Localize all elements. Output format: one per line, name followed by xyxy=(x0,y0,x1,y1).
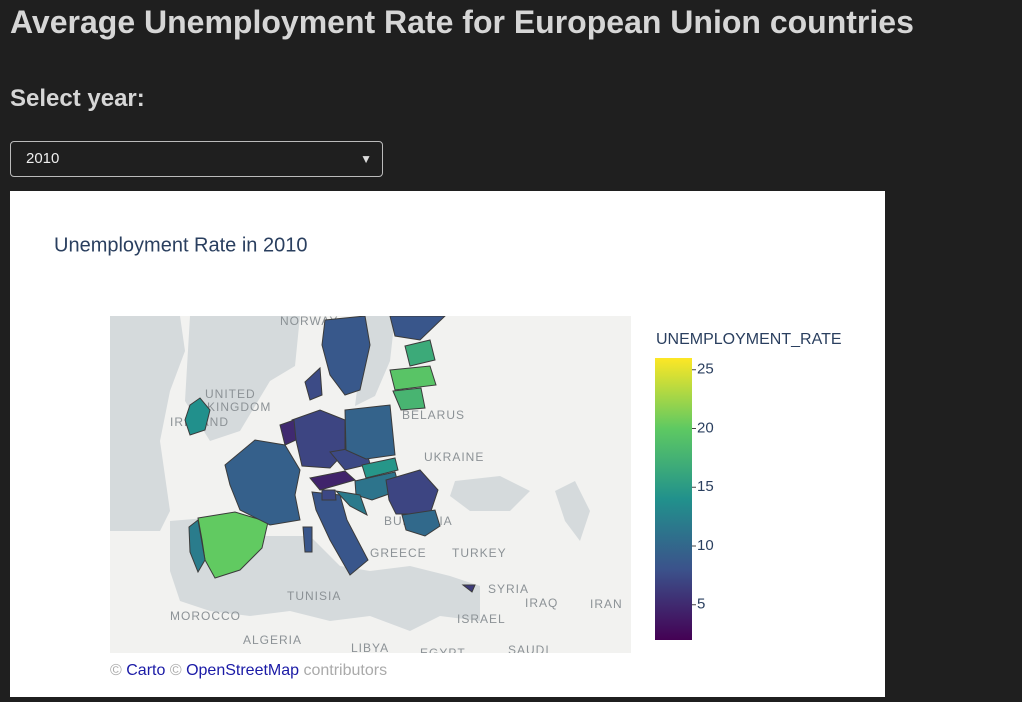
colorbar-tick-label: 15 xyxy=(697,478,714,495)
attribution-link[interactable]: OpenStreetMap xyxy=(186,662,299,679)
basemap-label: LIBYA xyxy=(351,641,389,655)
basemap-label: UKRAINE xyxy=(424,450,484,464)
region xyxy=(461,584,476,593)
colorbar-tick-label: 25 xyxy=(697,361,714,378)
basemap-label: KINGDOM xyxy=(207,400,271,414)
control-label: Select year: xyxy=(10,85,145,112)
chart: Unemployment Rate in 2010 NORWAY UNITEDKI… xyxy=(54,234,842,679)
region xyxy=(188,519,206,574)
basemap-label: NORWAY xyxy=(280,314,338,328)
attribution-text: © xyxy=(110,662,122,679)
region xyxy=(304,366,323,401)
region xyxy=(344,404,396,460)
attribution: © Carto © OpenStreetMap contributors xyxy=(110,662,387,679)
attribution-text: contributors xyxy=(303,662,387,679)
region xyxy=(321,316,371,396)
sea xyxy=(110,316,185,531)
colorbar-tick-label: 5 xyxy=(697,596,705,613)
colorbar-title: UNEMPLOYMENT_RATE xyxy=(656,331,842,348)
region xyxy=(309,470,357,491)
region xyxy=(361,457,399,479)
dropdown-arrow: ▼ xyxy=(360,152,372,166)
basemap-label: ALGERIA xyxy=(243,633,302,647)
map: NORWAYUNITEDKINGDOMIRELANDBELARUSPOLANDU… xyxy=(110,314,631,660)
region xyxy=(334,490,368,517)
region xyxy=(224,439,301,526)
basemap-label: EGYPT xyxy=(420,646,466,660)
region xyxy=(321,489,337,501)
page-title: Average Unemployment Rate for European U… xyxy=(10,4,914,40)
basemap-label: TURKEY xyxy=(452,546,507,560)
basemap-label: TUNISIA xyxy=(287,589,341,603)
basemap-label: SYRIA xyxy=(488,582,529,596)
chart-title: Unemployment Rate in 2010 xyxy=(54,234,307,256)
basemap-label: SAUDI xyxy=(508,643,550,657)
sea xyxy=(555,481,590,541)
region xyxy=(389,365,437,391)
attribution-text: © xyxy=(170,662,182,679)
basemap-label: IRAN xyxy=(590,597,623,611)
basemap-label: BELARUS xyxy=(402,408,465,422)
region xyxy=(389,316,446,341)
region xyxy=(184,397,211,436)
sea xyxy=(185,316,300,441)
basemap-label: GREECE xyxy=(370,546,427,560)
basemap-label: UNITED xyxy=(205,387,256,401)
region xyxy=(311,491,369,576)
region xyxy=(404,339,436,367)
year-dropdown[interactable]: 2010 ▼ xyxy=(10,141,383,177)
attribution-link[interactable]: Carto xyxy=(126,662,165,679)
colorbar xyxy=(655,358,692,640)
basemap-label: IRAQ xyxy=(525,596,558,610)
colorbar-tick-label: 10 xyxy=(697,537,714,554)
basemap-label: ISRAEL xyxy=(457,612,506,626)
region xyxy=(279,419,297,446)
region xyxy=(392,387,426,411)
colorbar-tick-label: 20 xyxy=(697,419,714,436)
dropdown-value: 2010 xyxy=(26,150,60,167)
basemap-label: MOROCCO xyxy=(170,609,241,623)
region xyxy=(302,526,313,553)
chart-panel: Unemployment Rate in 2010 NORWAY UNITED KI… xyxy=(10,191,885,697)
sea xyxy=(450,476,530,511)
region xyxy=(401,509,441,537)
